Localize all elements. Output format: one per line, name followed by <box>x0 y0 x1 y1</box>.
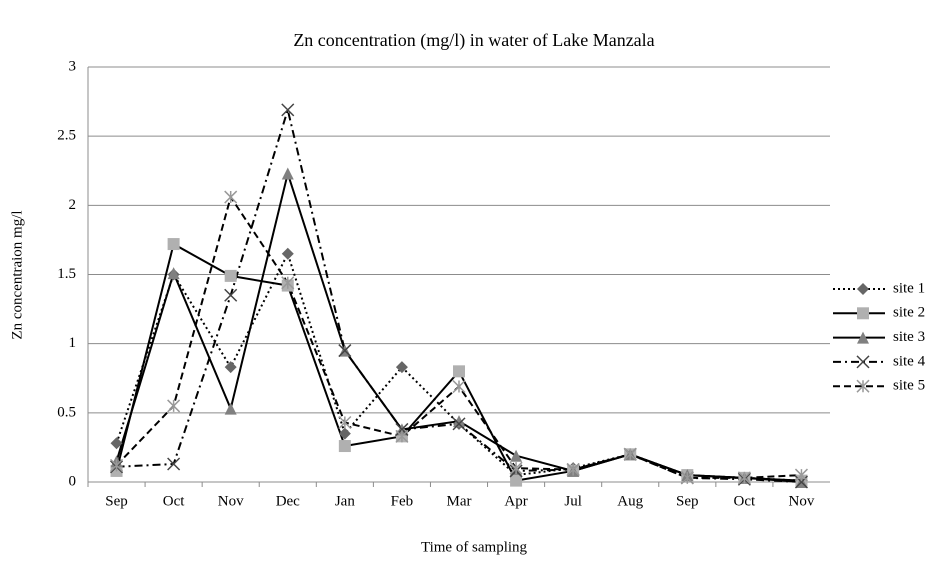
marker <box>857 307 869 320</box>
marker <box>224 190 238 204</box>
legend-label: site 5 <box>893 378 925 394</box>
y-tick-label: 2.5 <box>57 128 76 144</box>
marker <box>224 361 237 374</box>
legend-label: site 3 <box>893 329 925 345</box>
series-line <box>115 242 802 482</box>
x-tick-label: Dec <box>276 493 300 509</box>
marker <box>737 471 751 485</box>
marker <box>281 247 294 260</box>
x-tick-label: Nov <box>789 493 815 509</box>
marker <box>856 355 870 369</box>
marker <box>281 167 294 180</box>
marker <box>680 471 694 485</box>
marker <box>509 461 523 475</box>
marker <box>110 437 123 450</box>
x-axis-label: Time of sampling <box>421 539 528 555</box>
marker <box>453 415 465 428</box>
marker <box>167 457 181 471</box>
marker <box>452 417 466 431</box>
x-tick-label: Feb <box>391 493 414 509</box>
y-tick-label: 1.5 <box>57 266 76 282</box>
x-tick-label: Oct <box>163 493 185 509</box>
marker <box>281 103 295 117</box>
marker <box>338 415 352 430</box>
marker <box>510 449 523 462</box>
marker <box>794 468 808 482</box>
marker <box>167 399 181 413</box>
marker <box>453 365 465 378</box>
x-tick-label: Aug <box>617 493 643 509</box>
x-tick-label: Jan <box>335 493 355 509</box>
marker <box>167 267 180 280</box>
marker <box>623 447 637 461</box>
marker <box>110 458 124 472</box>
marker <box>856 379 870 393</box>
marker <box>224 288 238 302</box>
marker <box>857 283 869 295</box>
marker <box>167 238 180 251</box>
marker <box>566 463 580 477</box>
marker <box>338 344 352 358</box>
legend-label: site 2 <box>893 305 925 321</box>
y-tick-label: 0 <box>69 473 77 489</box>
marker <box>452 380 466 394</box>
marker <box>224 269 237 282</box>
x-tick-label: Mar <box>447 493 472 509</box>
legend-label: site 1 <box>893 280 925 296</box>
y-tick-label: 0.5 <box>57 404 76 420</box>
y-axis-label: Zn concentraion mg/l <box>9 210 25 339</box>
marker <box>794 475 808 489</box>
x-tick-label: Sep <box>105 493 128 509</box>
x-tick-label: Apr <box>504 493 527 509</box>
marker <box>395 361 408 374</box>
y-tick-label: 3 <box>69 58 77 74</box>
marker <box>510 474 523 487</box>
marker <box>395 422 409 436</box>
series-line <box>115 194 802 479</box>
marker <box>338 440 351 453</box>
y-tick-label: 1 <box>69 335 77 351</box>
marker <box>857 331 869 344</box>
y-tick-label: 2 <box>69 197 77 213</box>
x-tick-label: Nov <box>218 493 244 509</box>
x-tick-label: Sep <box>676 493 699 509</box>
marker <box>281 276 295 290</box>
marker <box>224 402 237 415</box>
marker <box>338 427 351 440</box>
legend-label: site 4 <box>893 353 926 369</box>
marker <box>395 429 409 443</box>
chart-title: Zn concentration (mg/l) in water of Lake… <box>293 30 654 51</box>
x-tick-label: Oct <box>734 493 756 509</box>
x-tick-label: Jul <box>564 493 582 509</box>
